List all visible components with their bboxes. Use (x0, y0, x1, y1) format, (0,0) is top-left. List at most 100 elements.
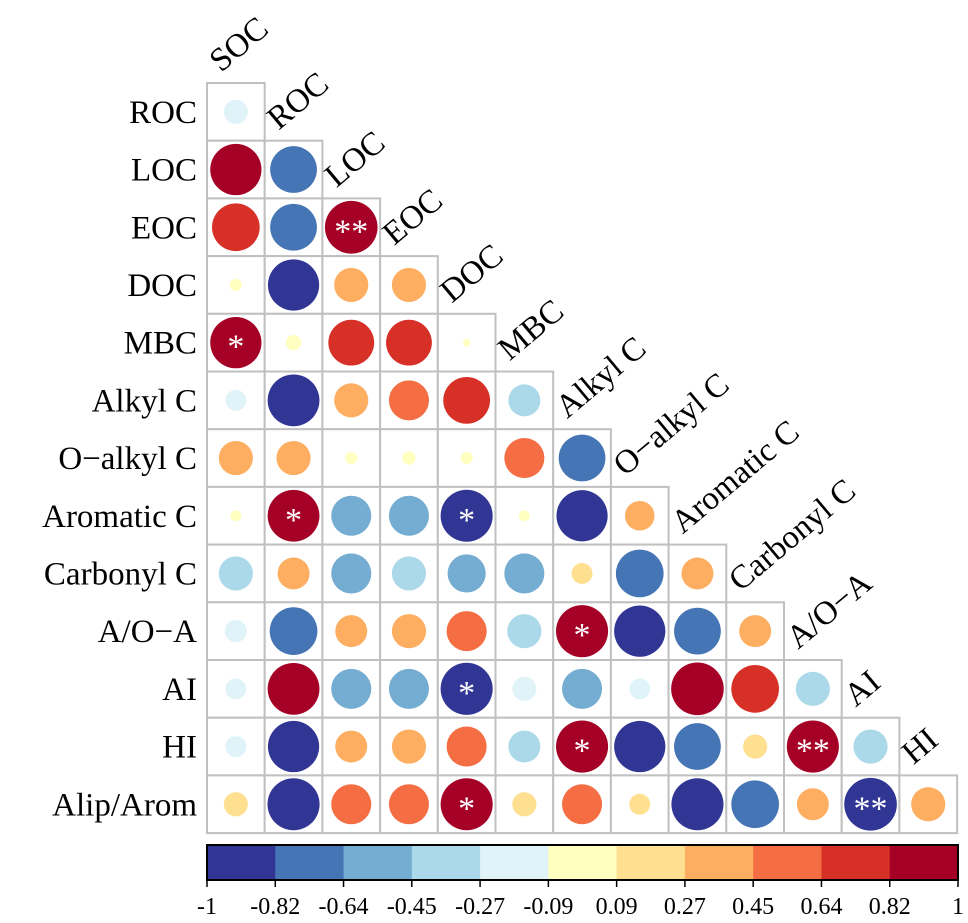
correlation-circle (225, 736, 247, 758)
row-label: LOC (131, 153, 197, 189)
correlation-circle (446, 611, 487, 652)
colorbar-tick-label: 1 (952, 894, 964, 918)
correlation-circle (446, 726, 487, 767)
correlation-circle (440, 489, 493, 542)
correlation-circle (218, 556, 253, 591)
row-label: HI (162, 730, 197, 766)
column-label: O−alkyl C (607, 366, 736, 483)
row-label: ROC (129, 95, 197, 131)
colorbar-tick-label: -0.64 (319, 894, 369, 918)
row-label: Aromatic C (42, 499, 197, 535)
matrix-cell (206, 659, 266, 719)
correlation-circle (512, 676, 537, 701)
correlation-circle (402, 451, 416, 465)
significance-marker: ** (334, 213, 368, 250)
significance-marker: * (458, 502, 475, 539)
correlation-circle (681, 557, 714, 590)
correlation-circle (331, 784, 372, 825)
colorbar-tick-label: -1 (197, 894, 217, 918)
correlation-circle (562, 784, 603, 825)
correlation-circle (556, 605, 609, 658)
correlation-circle (277, 557, 310, 590)
significance-marker: * (458, 790, 475, 827)
row-label: Alkyl C (92, 383, 197, 419)
correlation-circle (508, 730, 541, 763)
colorbar-segment (548, 845, 618, 880)
colorbar: -1 -0.82 -0.64 -0.45 -0.27 -0.09 0.09 0.27 0.45 0… (197, 844, 964, 920)
correlation-circle (225, 678, 247, 700)
column-label: A/O−A (780, 565, 879, 656)
column-label: MBC (492, 293, 571, 368)
significance-marker: * (285, 502, 302, 539)
correlation-circle (562, 668, 603, 709)
correlation-circle (624, 500, 655, 531)
column-label: LOC (318, 125, 392, 195)
colorbar-segment (753, 845, 822, 880)
correlation-circle (391, 729, 427, 764)
column-label: ROC (261, 66, 336, 137)
correlation-circle (269, 607, 318, 655)
correlation-circle (223, 99, 248, 124)
correlation-circle (276, 440, 311, 476)
correlation-circle (518, 510, 530, 522)
colorbar-tick-label: -0.09 (523, 894, 573, 918)
correlation-circle (739, 615, 772, 648)
correlation-circle (671, 778, 724, 831)
correlation-circle (388, 380, 429, 421)
significance-marker: ** (854, 790, 888, 827)
correlation-circle (224, 620, 247, 643)
correlation-circle (671, 662, 724, 716)
colorbar-segment (616, 845, 686, 880)
correlation-circle (556, 720, 609, 773)
correlation-circle (795, 671, 830, 706)
correlation-circle (331, 495, 372, 536)
significance-marker: * (574, 617, 591, 654)
correlation-circle (796, 788, 829, 821)
correlation-circle (674, 723, 721, 770)
correlation-circle (229, 278, 242, 291)
colorbar-segment (821, 845, 891, 880)
column-label: SOC (203, 10, 275, 79)
correlation-circle (508, 384, 541, 417)
correlation-circle (285, 335, 302, 351)
correlation-circle (334, 267, 369, 303)
row-label: O−alkyl C (58, 441, 197, 477)
colorbar-tick-label: 0.45 (732, 894, 774, 918)
correlation-circle (558, 434, 606, 482)
correlation-circle (512, 792, 537, 817)
correlation-circle (386, 319, 432, 366)
correlation-circle (462, 338, 471, 347)
correlation-circle (388, 784, 429, 825)
correlation-circle (345, 452, 358, 465)
correlation-circle (504, 553, 545, 594)
correlation-circle (440, 662, 493, 715)
colorbar-segment (684, 845, 754, 880)
correlation-circle (571, 562, 593, 584)
row-label: Alip/Arom (52, 787, 197, 823)
colorbar-segment (207, 845, 276, 880)
correlation-circle (504, 438, 545, 479)
correlation-circle (267, 374, 320, 427)
correlation-circle (460, 452, 473, 465)
correlation-circle (230, 510, 242, 522)
column-label: HI (895, 722, 945, 772)
correlation-circle (556, 490, 608, 542)
colorbar-border (206, 844, 959, 881)
row-label: A/O−A (98, 614, 197, 650)
correlation-circle (507, 614, 542, 649)
significance-marker: * (458, 675, 475, 712)
correlation-circle (391, 556, 427, 591)
correlation-circle (443, 376, 491, 424)
matrix-cell (206, 485, 266, 546)
correlation-circle (218, 440, 253, 476)
correlation-circle (674, 607, 721, 655)
correlation-circle (731, 665, 779, 713)
correlation-circle (844, 777, 897, 831)
significance-marker: * (227, 329, 244, 366)
colorbar-segment (343, 845, 413, 880)
correlation-circle (853, 729, 888, 764)
column-label: EOC (376, 182, 450, 252)
matrix-cell (379, 601, 439, 661)
correlation-circle (440, 778, 493, 831)
